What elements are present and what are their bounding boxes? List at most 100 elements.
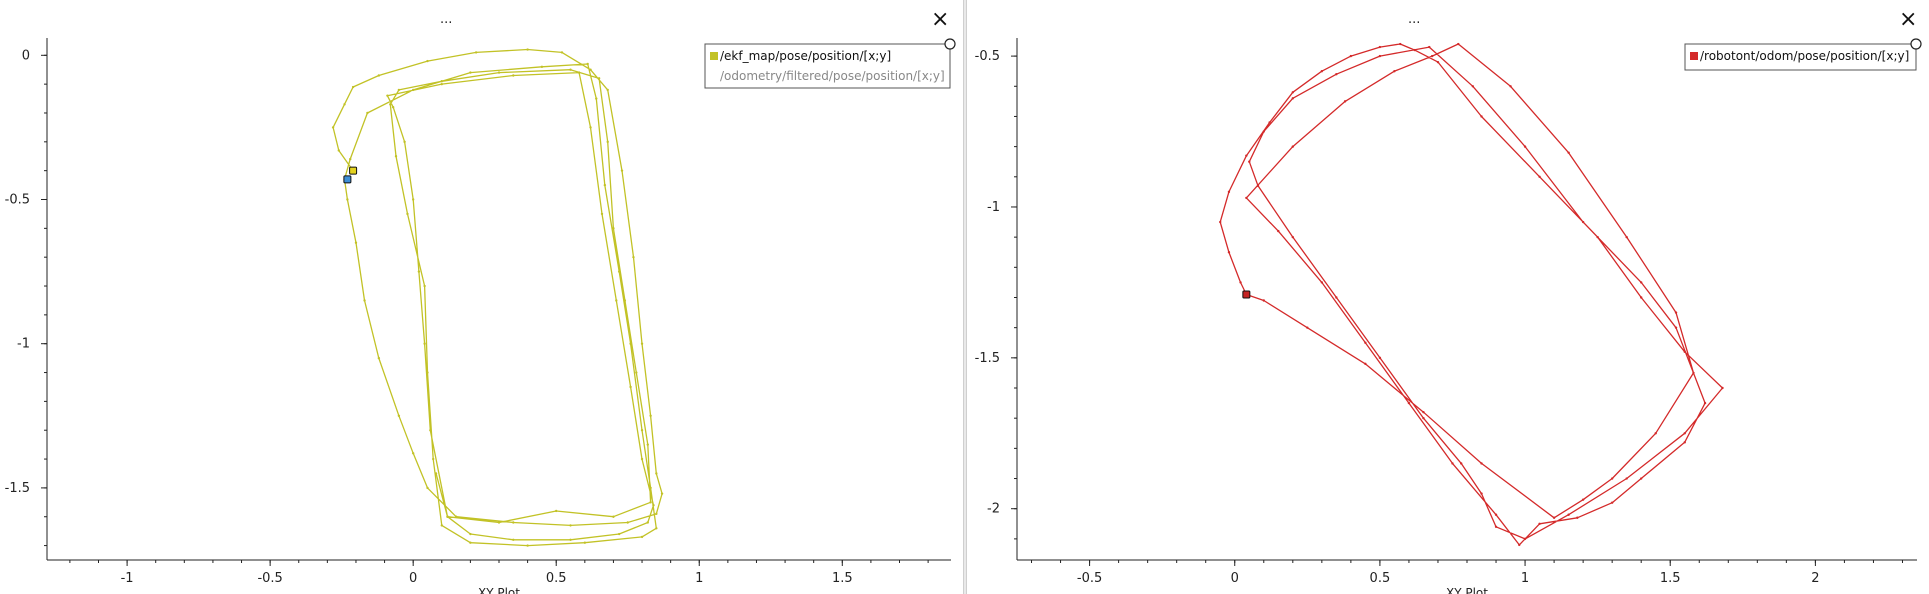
data-point	[655, 527, 658, 530]
data-point	[440, 82, 443, 86]
data-point	[606, 88, 609, 92]
close-icon[interactable]: ×	[931, 7, 950, 32]
data-point	[337, 149, 340, 152]
data-point	[1393, 69, 1396, 73]
data-point	[526, 544, 529, 547]
x-tick-label: 1.5	[1660, 571, 1681, 586]
data-point	[417, 270, 421, 273]
data-point	[655, 472, 658, 475]
panel-title: ...	[1408, 12, 1421, 27]
data-point	[1639, 296, 1643, 299]
y-tick-label: -0.5	[5, 193, 30, 208]
data-point	[595, 97, 598, 100]
data-point	[469, 541, 472, 544]
data-point	[354, 241, 358, 244]
data-point	[620, 169, 624, 172]
data-point	[1494, 513, 1498, 516]
data-point	[397, 88, 401, 92]
y-tick-label: -1.5	[975, 351, 1000, 366]
series-line	[332, 48, 663, 547]
data-point	[1480, 115, 1483, 118]
data-point	[1683, 350, 1686, 354]
data-point	[526, 48, 529, 51]
data-point	[469, 71, 472, 74]
data-point	[454, 515, 458, 518]
data-point	[377, 74, 381, 77]
data-point	[1291, 145, 1295, 148]
data-point	[600, 212, 604, 216]
data-point	[589, 126, 592, 129]
xy-plot-chart[interactable]: -0.5 0 0.5 1 1.5 2 -0.5 -1 -1.5 -2 XY Plot/roboton…	[967, 0, 1929, 594]
x-tick-label: 0	[1231, 571, 1239, 586]
data-point	[1610, 501, 1614, 504]
legend-entry[interactable]: /ekf_map/pose/position/[x;y]	[720, 49, 891, 63]
data-point	[377, 356, 381, 360]
data-point	[512, 538, 515, 542]
data-point	[446, 515, 449, 518]
data-point	[583, 541, 587, 544]
current-position-marker[interactable]	[1242, 290, 1251, 299]
data-point	[1654, 432, 1657, 435]
legend-entry[interactable]: /odometry/filtered/pose/position/[x;y]	[720, 69, 945, 83]
data-point	[1378, 54, 1382, 58]
data-point	[440, 524, 443, 527]
legend-swatch	[1690, 52, 1698, 60]
data-point	[394, 155, 398, 158]
current-position-marker[interactable]	[343, 175, 352, 184]
data-point	[640, 457, 644, 461]
data-point	[1364, 362, 1367, 366]
data-point	[1494, 525, 1498, 529]
right-plot-panel: ... × -0.5 0 0.5 1 1.5 2 -0.5 -1 -1.5 -2 XY Plot/r…	[967, 0, 1929, 594]
data-point	[1248, 160, 1251, 163]
data-point	[617, 270, 621, 273]
data-point	[391, 106, 395, 109]
data-point	[1364, 341, 1367, 344]
data-point	[423, 284, 426, 288]
legend-handle[interactable]	[1910, 38, 1922, 50]
data-point	[1335, 296, 1338, 299]
data-point	[1703, 401, 1707, 405]
current-position-marker[interactable]	[349, 166, 358, 175]
data-point	[612, 227, 615, 230]
data-point	[569, 538, 572, 542]
data-point	[1277, 229, 1280, 233]
legend-handle[interactable]	[944, 38, 956, 50]
data-point	[1552, 516, 1556, 519]
data-point	[1625, 235, 1628, 239]
data-point	[1378, 45, 1382, 49]
x-tick-label: -1	[121, 571, 134, 586]
data-point	[1523, 537, 1527, 541]
x-tick-label: 1	[1521, 571, 1529, 586]
data-point	[1291, 97, 1295, 100]
data-point	[1581, 498, 1585, 501]
data-point	[389, 103, 392, 106]
panel-splitter[interactable]	[963, 0, 967, 594]
data-point	[1268, 121, 1271, 124]
left-plot-panel: ... × -1 -0.5 0 0.5 1 1.5 0 -0.5 -1 -1.5 XY Plot/e…	[0, 0, 963, 594]
data-point	[632, 255, 635, 259]
data-point	[1245, 154, 1248, 157]
data-point	[423, 342, 426, 345]
data-point	[1227, 190, 1231, 194]
data-point	[1471, 85, 1475, 88]
data-point	[1610, 477, 1614, 480]
panel-title: ...	[440, 12, 453, 27]
data-point	[649, 501, 652, 504]
data-point	[1721, 386, 1724, 390]
x-tick-label: 0.5	[546, 571, 567, 586]
data-point	[403, 140, 406, 144]
x-tick-label: 2	[1811, 571, 1819, 586]
data-point	[1436, 60, 1440, 64]
data-point	[1576, 516, 1579, 519]
data-point	[349, 157, 352, 161]
data-point	[497, 521, 501, 524]
close-icon[interactable]: ×	[1899, 7, 1918, 32]
data-point	[411, 88, 415, 92]
data-point	[426, 486, 429, 490]
data-point	[411, 452, 415, 455]
xy-plot-chart[interactable]: -1 -0.5 0 0.5 1 1.5 0 -0.5 -1 -1.5 XY Plot/ekf_map…	[0, 0, 963, 594]
data-point	[649, 414, 652, 418]
legend-entry[interactable]: /robotont/odom/pose/position/[x;y]	[1700, 49, 1909, 63]
data-point	[1239, 281, 1242, 284]
data-point	[1581, 220, 1585, 224]
